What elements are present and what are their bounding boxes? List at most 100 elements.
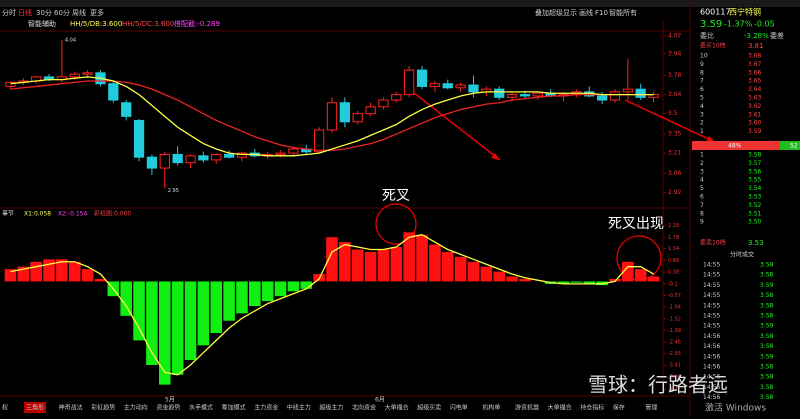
bottom-tab[interactable]: 三角形 xyxy=(26,404,44,412)
candle-body xyxy=(352,113,363,123)
sell-price: 3.66 xyxy=(748,69,762,76)
macd-bar xyxy=(609,278,621,282)
macd-legend: 事节 xyxy=(2,210,14,218)
watermark: 雪球：行路者远 xyxy=(588,373,728,397)
candle-body xyxy=(326,102,338,131)
buy-price: 3.51 xyxy=(748,210,762,217)
y-tick-label: 3.94 xyxy=(668,50,682,57)
legend-name: 智能辅助 xyxy=(28,19,56,28)
y-tick-label: -1.52 xyxy=(668,316,681,322)
y-tick-label: -1.99 xyxy=(668,328,681,334)
y-tick-label: 2.28 xyxy=(668,223,679,229)
bottom-tab[interactable]: 中线主力 xyxy=(287,404,311,412)
macd-bar xyxy=(236,281,248,314)
buy-price: 3.57 xyxy=(748,160,762,167)
macd-bar xyxy=(480,266,493,282)
macd-bar xyxy=(622,261,634,282)
change-pct: -1.37% xyxy=(724,20,753,29)
ratio: -3.28% xyxy=(744,32,769,40)
annotation: 死叉 xyxy=(382,188,410,204)
bottom-tab[interactable]: 管理 xyxy=(645,404,657,412)
macd-bar xyxy=(4,269,17,282)
candle-body xyxy=(172,153,183,164)
bottom-tab[interactable]: 彩虹趋势 xyxy=(91,404,115,412)
sell-price: 3.61 xyxy=(748,111,762,118)
tab-active xyxy=(24,402,46,413)
macd-bar xyxy=(647,276,660,282)
trade-price: 3.58 xyxy=(760,292,774,299)
candle-body xyxy=(69,73,80,78)
macd-bar xyxy=(493,271,506,282)
macd-bar xyxy=(300,281,313,289)
macd-bar xyxy=(583,281,596,284)
trade-time: 14:56 xyxy=(703,364,720,371)
code: 600117 xyxy=(700,8,731,17)
toolbar-button: 画线 xyxy=(579,8,593,17)
bottom-tab[interactable]: 水手模式 xyxy=(189,404,213,412)
candle-body xyxy=(198,155,209,161)
trade-price: 3.58 xyxy=(760,302,774,309)
sell-price: 3.64 xyxy=(748,86,762,93)
month-label: 5月 xyxy=(165,397,175,404)
bottom-tab[interactable]: 游资机器 xyxy=(515,404,539,412)
trade-price: 3.58 xyxy=(760,374,774,381)
bottom-tab[interactable]: 资金趋势 xyxy=(156,404,180,412)
sell-price: 3.67 xyxy=(748,61,762,68)
bottom-tab[interactable]: 权 xyxy=(2,404,8,412)
ratio-bar-label: 52 xyxy=(790,143,798,150)
macd-bar xyxy=(120,281,132,316)
y-tick-label: 3.35 xyxy=(668,131,682,138)
macd-bar xyxy=(171,281,184,375)
bottom-tab[interactable]: 主力动向 xyxy=(124,404,148,412)
bottom-tab[interactable]: 北向资金 xyxy=(352,404,376,412)
candle-body xyxy=(133,119,145,158)
y-tick-label: -4.4 xyxy=(668,387,678,393)
level: 4 xyxy=(700,177,704,184)
trade-time: 14:55 xyxy=(703,313,720,320)
change: -0.05 xyxy=(754,20,775,29)
macd-bar xyxy=(339,242,351,282)
candle-body xyxy=(494,88,505,98)
bottom-tab[interactable]: 超级主力 xyxy=(319,404,343,412)
annotation: 死叉出现 xyxy=(608,216,664,232)
candle-body xyxy=(159,153,170,169)
y-tick-label: -2.46 xyxy=(668,339,681,345)
highlight-circle xyxy=(375,203,417,245)
trade-price: 3.58 xyxy=(760,343,774,350)
bottom-tab[interactable]: 保存 xyxy=(613,404,625,412)
bottom-tab[interactable]: 大单撮合 xyxy=(548,404,572,412)
bottom-tab[interactable]: 持仓指标 xyxy=(580,404,604,412)
macd-bar xyxy=(81,269,94,282)
trade-time: 14:55 xyxy=(703,282,720,289)
trade-time: 14:56 xyxy=(703,394,720,401)
trade-time: 14:55 xyxy=(703,323,720,330)
macd-bar xyxy=(416,234,428,282)
candle-body xyxy=(275,152,286,155)
bottom-tab[interactable]: 筹加模式 xyxy=(222,404,246,412)
toolbar-tab: 更多 xyxy=(90,8,104,17)
toolbar-tab: 周线 xyxy=(72,8,86,17)
trade-time: 14:55 xyxy=(703,302,720,309)
candle-body xyxy=(648,94,659,98)
trade-time: 14:55 xyxy=(703,262,720,269)
bottom-tab[interactable]: 机构单 xyxy=(482,404,500,412)
bottom-tab[interactable]: 神奇战法 xyxy=(59,404,83,412)
buy-price: 3.50 xyxy=(748,219,762,226)
book-footer-price: 3.53 xyxy=(748,239,764,247)
toolbar-tab: 分时 xyxy=(2,8,16,17)
line xyxy=(10,234,654,376)
level: 9 xyxy=(700,61,704,68)
top-tabs xyxy=(0,0,800,7)
bottom-tab[interactable]: 超级买卖 xyxy=(417,404,441,412)
legend-item: HH/5/DC:3.600 xyxy=(122,20,174,28)
macd-bar xyxy=(249,281,261,306)
bottom-tab[interactable]: 闪电单 xyxy=(450,404,468,412)
y-tick-label: -3.41 xyxy=(668,363,681,369)
high-label: 4.04 xyxy=(65,38,76,44)
y-tick-label: -2.93 xyxy=(668,351,681,357)
bottom-tab[interactable]: 大单撮合 xyxy=(385,404,409,412)
bottom-tab[interactable]: 主力资金 xyxy=(254,404,278,412)
toolbar-button: 叠加 xyxy=(535,8,549,17)
y-tick-label: 3.78 xyxy=(668,72,682,79)
